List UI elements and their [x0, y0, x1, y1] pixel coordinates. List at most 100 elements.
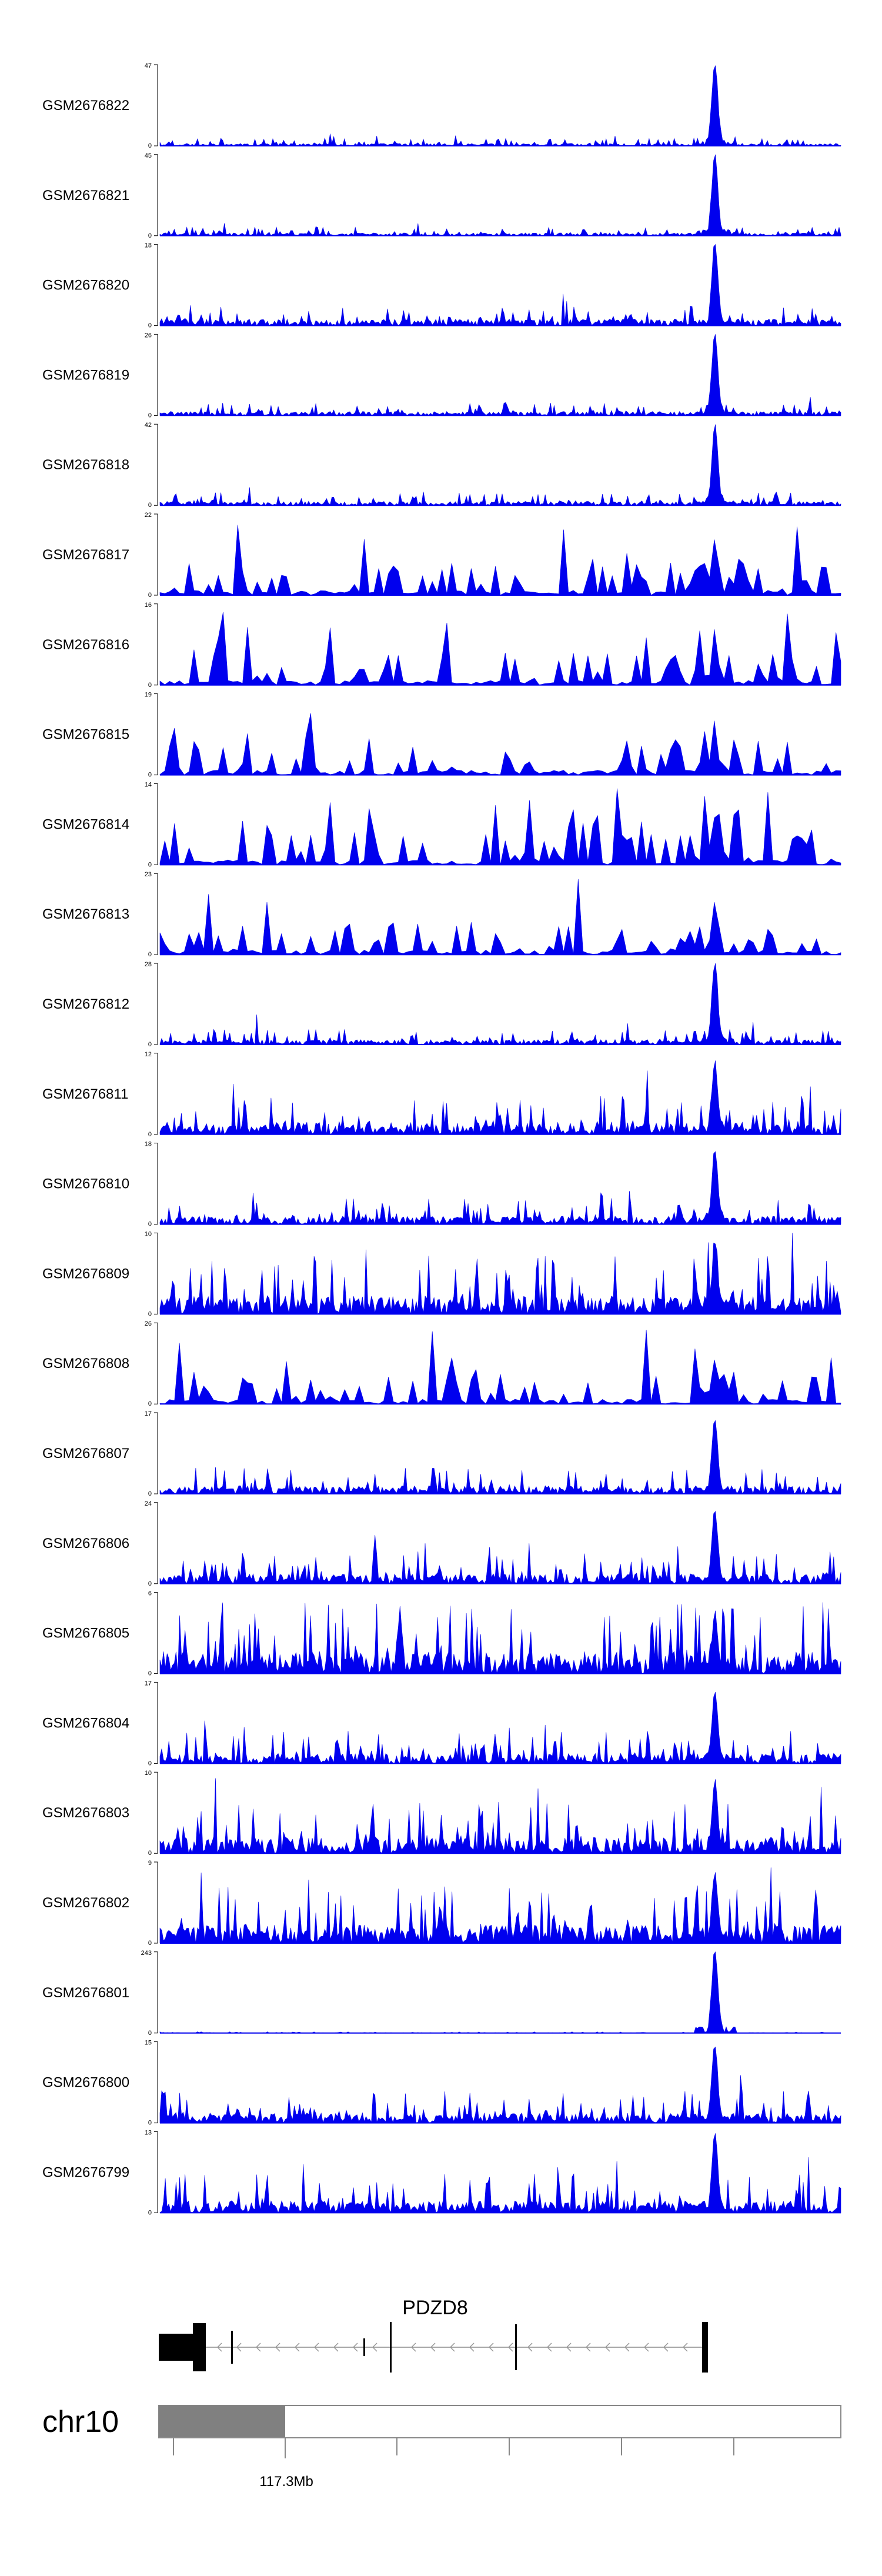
track-label: GSM2676805: [42, 1626, 129, 1641]
y-min-label: 0: [148, 592, 152, 599]
track-GSM2676818: GSM2676818 42 0: [42, 422, 841, 509]
track-GSM2676816: GSM2676816 16 0: [42, 602, 841, 689]
chromosome-ideogram: chr10 117.3Mb: [42, 2405, 841, 2490]
track-label: GSM2676817: [42, 547, 129, 563]
y-axis: [154, 1322, 158, 1404]
strand-arrow: [643, 2343, 649, 2352]
y-axis: [154, 963, 158, 1045]
y-max-label: 17: [145, 1410, 152, 1417]
y-min-label: 0: [148, 682, 152, 689]
track-GSM2676801: GSM2676801 243 0: [42, 1950, 841, 2037]
signal-area: [159, 65, 841, 146]
signal-area: [159, 243, 841, 326]
track-label: GSM2676809: [42, 1266, 129, 1282]
track-label: GSM2676814: [42, 816, 129, 832]
signal-area: [159, 879, 841, 955]
strand-arrow: [333, 2343, 339, 2352]
y-max-label: 16: [145, 602, 152, 609]
y-min-label: 0: [148, 1580, 152, 1587]
signal-area: [159, 2046, 841, 2124]
signal-area: [159, 1691, 841, 1764]
signal-area: [159, 1151, 841, 1225]
y-min-label: 0: [148, 2120, 152, 2127]
y-min-label: 0: [148, 1131, 152, 1138]
signal-area: [159, 963, 841, 1046]
chromosome-label: chr10: [42, 2405, 119, 2439]
track-label: GSM2676811: [42, 1086, 128, 1102]
y-max-label: 10: [145, 1230, 152, 1237]
y-axis: [154, 333, 158, 416]
y-max-label: 22: [145, 512, 152, 519]
strand-arrow: [294, 2343, 300, 2352]
track-label: GSM2676804: [42, 1715, 129, 1731]
track-GSM2676803: GSM2676803 10 0: [42, 1770, 841, 1857]
strand-arrow: [410, 2343, 416, 2352]
track-label: GSM2676810: [42, 1176, 129, 1192]
y-max-label: 26: [145, 332, 152, 339]
track-label: GSM2676801: [42, 1985, 129, 2001]
y-axis: [154, 244, 158, 326]
track-GSM2676811: GSM2676811 12 0: [42, 1051, 841, 1138]
signal-area: [159, 1602, 841, 1674]
strand-arrow: [682, 2343, 688, 2352]
strand-arrow: [624, 2343, 630, 2352]
signal-area: [159, 1060, 841, 1135]
y-min-label: 0: [148, 232, 152, 239]
y-axis: [154, 603, 158, 686]
y-min-label: 0: [148, 2030, 152, 2037]
strand-arrow: [604, 2343, 610, 2352]
y-max-label: 13: [145, 2129, 152, 2136]
strand-arrow: [566, 2343, 572, 2352]
ideogram-band: [159, 2405, 285, 2438]
y-min-label: 0: [148, 1221, 152, 1228]
strand-arrow: [430, 2343, 436, 2352]
signal-area: [159, 424, 841, 506]
y-min-label: 0: [148, 1400, 152, 1407]
y-axis: [154, 783, 158, 865]
strand-arrow: [255, 2343, 261, 2352]
y-max-label: 6: [148, 1590, 152, 1597]
track-GSM2676819: GSM2676819 26 0: [42, 332, 841, 419]
signal-area: [159, 1420, 841, 1495]
y-min-label: 0: [148, 1670, 152, 1677]
y-max-label: 47: [145, 62, 152, 69]
strand-arrow: [372, 2343, 377, 2352]
y-min-label: 0: [148, 1760, 152, 1767]
track-GSM2676800: GSM2676800 15 0: [42, 2040, 841, 2127]
track-GSM2676822: GSM2676822 47 0: [42, 62, 841, 149]
y-max-label: 23: [145, 871, 152, 878]
y-axis: [154, 1592, 158, 1674]
y-axis: [154, 873, 158, 955]
strand-arrow: [216, 2343, 222, 2352]
signal-area: [159, 788, 841, 865]
y-min-label: 0: [148, 412, 152, 419]
track-label: GSM2676807: [42, 1446, 129, 1461]
track-label: GSM2676803: [42, 1805, 129, 1821]
y-max-label: 243: [141, 1950, 152, 1957]
y-min-label: 0: [148, 142, 152, 149]
y-max-label: 19: [145, 692, 152, 699]
signal-area: [159, 1778, 841, 1854]
y-min-label: 0: [148, 772, 152, 779]
coord-ticks: [173, 2438, 734, 2455]
track-GSM2676821: GSM2676821 45 0: [42, 152, 841, 239]
y-axis: [154, 2041, 158, 2124]
exon-2: [231, 2331, 233, 2364]
strand-arrows: [216, 2343, 688, 2352]
y-axis: [154, 1502, 158, 1584]
strand-arrow: [546, 2343, 552, 2352]
track-label: GSM2676800: [42, 2075, 129, 2091]
track-label: GSM2676820: [42, 278, 129, 293]
y-max-label: 24: [145, 1500, 152, 1507]
y-axis: [154, 513, 158, 596]
y-axis: [154, 1681, 158, 1764]
y-axis: [154, 1053, 158, 1135]
y-max-label: 42: [145, 422, 152, 429]
track-label: GSM2676815: [42, 727, 129, 743]
y-max-label: 45: [145, 152, 152, 159]
y-min-label: 0: [148, 1310, 152, 1317]
y-axis: [154, 1771, 158, 1854]
track-label: GSM2676819: [42, 367, 129, 383]
y-min-label: 0: [148, 502, 152, 509]
